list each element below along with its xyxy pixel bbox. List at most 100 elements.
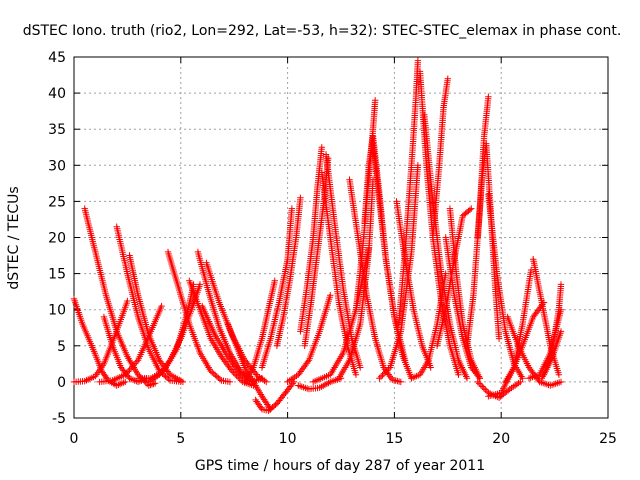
data-point bbox=[297, 194, 304, 201]
data-point bbox=[357, 364, 364, 371]
data-point bbox=[152, 380, 159, 387]
data-point bbox=[162, 363, 169, 370]
data-point bbox=[557, 281, 565, 288]
data-point bbox=[376, 375, 383, 382]
data-series bbox=[318, 169, 360, 378]
data-series bbox=[297, 144, 325, 335]
data-point bbox=[555, 371, 563, 378]
data-series bbox=[433, 205, 475, 349]
data-point bbox=[258, 375, 266, 382]
data-series bbox=[96, 302, 165, 386]
data-point bbox=[414, 57, 422, 64]
data-point bbox=[122, 378, 129, 386]
data-series bbox=[126, 252, 187, 386]
data-point bbox=[163, 374, 171, 381]
data-point bbox=[495, 335, 503, 342]
data-point bbox=[474, 378, 481, 386]
data-point bbox=[383, 367, 391, 374]
data-point bbox=[557, 378, 565, 386]
data-point bbox=[216, 375, 224, 383]
chart-title: dSTEC Iono. truth (rio2, Lon=292, Lat=-5… bbox=[23, 23, 622, 39]
x-axis-title: GPS time / hours of day 287 of year 2011 bbox=[195, 458, 485, 474]
data-point bbox=[229, 360, 236, 367]
data-point bbox=[150, 380, 157, 388]
y-tick-label: 30 bbox=[48, 158, 66, 174]
data-point bbox=[304, 358, 311, 365]
data-point bbox=[126, 366, 133, 374]
data-series bbox=[70, 297, 131, 386]
data-point bbox=[466, 206, 474, 213]
data-series bbox=[284, 292, 334, 386]
data-series bbox=[346, 176, 404, 386]
data-series bbox=[429, 75, 451, 241]
data-point bbox=[480, 384, 487, 392]
data-point bbox=[127, 365, 135, 372]
data-series bbox=[273, 194, 304, 349]
data-point bbox=[209, 369, 216, 376]
data-point bbox=[228, 367, 236, 375]
x-tick-label: 5 bbox=[176, 431, 185, 447]
data-point bbox=[227, 366, 235, 373]
data-series bbox=[241, 277, 278, 386]
data-series bbox=[335, 176, 377, 382]
data-point bbox=[468, 205, 475, 212]
data-point bbox=[221, 358, 229, 365]
data-point bbox=[133, 358, 140, 365]
data-point bbox=[380, 370, 388, 377]
data-point bbox=[476, 380, 483, 387]
data-point bbox=[557, 328, 565, 335]
data-series bbox=[540, 328, 565, 378]
data-point bbox=[455, 371, 462, 378]
data-point bbox=[231, 371, 239, 378]
data-point bbox=[165, 375, 172, 383]
data-series bbox=[113, 223, 184, 386]
data-point bbox=[196, 281, 204, 288]
data-series bbox=[393, 198, 434, 371]
data-point bbox=[352, 371, 360, 378]
data-point bbox=[233, 372, 240, 379]
data-point bbox=[463, 375, 471, 382]
data-series bbox=[295, 375, 345, 393]
data-point bbox=[485, 93, 492, 100]
data-point bbox=[482, 386, 489, 393]
data-point bbox=[476, 375, 483, 382]
x-tick-label: 25 bbox=[599, 431, 617, 447]
data-series bbox=[301, 154, 332, 349]
data-point bbox=[397, 378, 404, 386]
data-point bbox=[382, 368, 389, 376]
x-tick-label: 0 bbox=[70, 431, 79, 447]
data-point bbox=[129, 363, 136, 370]
data-point bbox=[212, 371, 219, 379]
y-tick-label: 5 bbox=[57, 339, 66, 355]
data-point bbox=[235, 368, 242, 375]
y-tick-label: -5 bbox=[52, 411, 66, 427]
data-point bbox=[236, 375, 243, 382]
data-point bbox=[271, 277, 278, 284]
data-point bbox=[377, 373, 385, 380]
data-point bbox=[225, 355, 233, 362]
data-point bbox=[519, 375, 526, 382]
y-axis-title: dSTEC / TECUs bbox=[6, 186, 22, 289]
x-tick-label: 10 bbox=[279, 431, 297, 447]
data-point bbox=[226, 378, 234, 386]
data-point bbox=[288, 205, 296, 212]
data-point bbox=[262, 398, 269, 405]
data-point bbox=[231, 363, 238, 370]
data-series bbox=[224, 320, 274, 413]
data-series bbox=[485, 191, 526, 382]
data-point bbox=[253, 371, 260, 378]
y-tick-label: 45 bbox=[48, 50, 66, 66]
data-point bbox=[179, 378, 187, 386]
data-point bbox=[427, 364, 434, 371]
data-point bbox=[162, 373, 169, 380]
data-series bbox=[252, 378, 298, 414]
data-point bbox=[372, 97, 379, 104]
data-point bbox=[213, 373, 220, 380]
data-point bbox=[327, 292, 334, 299]
data-point bbox=[207, 367, 214, 375]
data-point bbox=[414, 162, 422, 169]
data-points bbox=[70, 57, 565, 414]
data-point bbox=[301, 363, 308, 370]
